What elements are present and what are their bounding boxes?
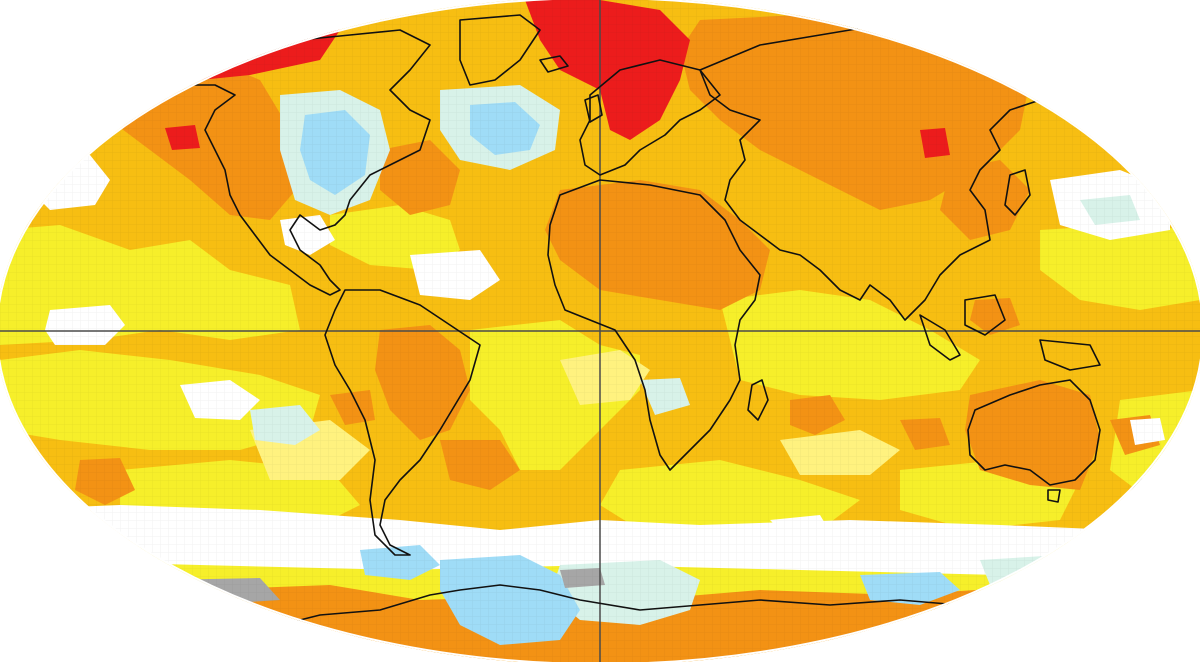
borneo-coastline — [964, 294, 1006, 336]
japan-coastline — [1004, 169, 1031, 216]
sumatra-coastline — [919, 314, 961, 361]
greenland-coastline — [459, 14, 541, 86]
tasmania-coastline — [1047, 489, 1061, 503]
south-america-coastline — [324, 289, 481, 556]
north-america-coastline — [149, 29, 431, 296]
iceland-coastline — [539, 55, 569, 73]
australia-coastline — [967, 379, 1101, 486]
europe-coastline — [579, 59, 721, 176]
new-guinea-coastline — [1039, 339, 1101, 371]
madagascar-coastline — [747, 379, 769, 421]
british-isles-coastline — [584, 94, 603, 123]
africa-coastline — [547, 179, 761, 471]
